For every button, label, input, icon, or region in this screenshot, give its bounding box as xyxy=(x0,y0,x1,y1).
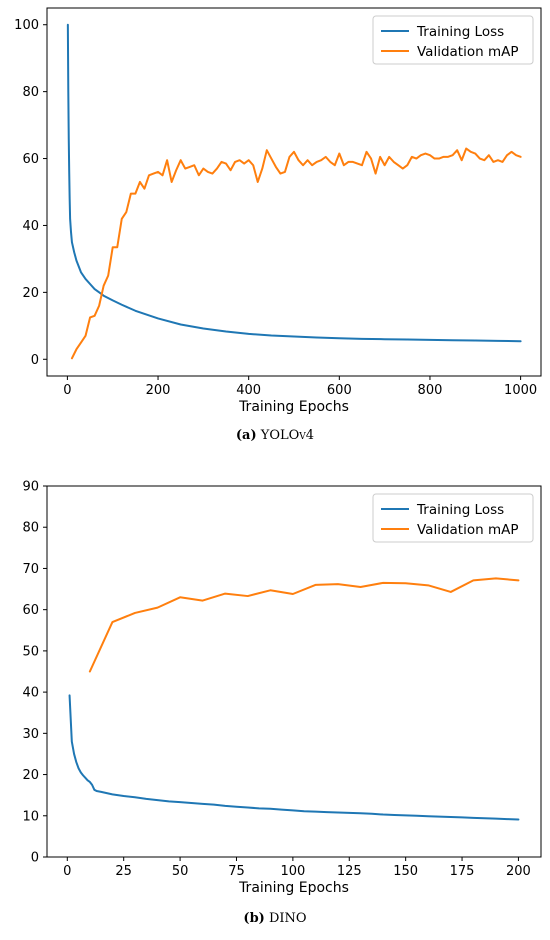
y-tick-label: 90 xyxy=(22,480,39,495)
legend: Training Loss Validation mAP xyxy=(372,493,534,543)
series-line-validation-map xyxy=(88,577,520,673)
x-tick-label: 175 xyxy=(450,864,475,879)
x-tick-label: 25 xyxy=(115,864,132,879)
plot-frame xyxy=(46,485,542,858)
y-tick-label: 80 xyxy=(22,85,39,100)
caption-name-a: YOLOv4 xyxy=(260,428,315,443)
caption-name-b: DINO xyxy=(268,911,307,926)
y-tick-label: 10 xyxy=(22,809,39,824)
x-axis-label: Training Epochs xyxy=(238,880,349,896)
y-tick-label: 30 xyxy=(22,727,39,742)
caption-letter-b: (b) xyxy=(243,911,265,926)
y-tick-label: 80 xyxy=(22,521,39,536)
x-tick-label: 200 xyxy=(146,383,171,398)
caption-yolov4: (a) YOLOv4 xyxy=(0,428,550,443)
series-line-validation-map xyxy=(70,147,522,360)
series-line-training-loss xyxy=(66,23,522,343)
legend-box xyxy=(372,15,534,65)
y-tick-label: 20 xyxy=(22,286,39,301)
x-tick-label: 200 xyxy=(506,864,531,879)
plot-frame xyxy=(46,7,542,377)
x-tick-label: 125 xyxy=(337,864,362,879)
y-tick-label: 20 xyxy=(22,768,39,783)
x-tick-label: 100 xyxy=(280,864,305,879)
caption-letter-a: (a) xyxy=(235,428,257,443)
legend-label: Validation mAP xyxy=(417,522,518,538)
legend-label: Training Loss xyxy=(416,24,504,40)
y-tick-label: 60 xyxy=(22,152,39,167)
legend-label: Validation mAP xyxy=(417,44,518,60)
legend: Training Loss Validation mAP xyxy=(372,15,534,65)
series-line-training-loss xyxy=(68,694,520,821)
x-tick-label: 0 xyxy=(63,383,71,398)
x-tick-label: 400 xyxy=(236,383,261,398)
y-tick-label: 100 xyxy=(14,18,39,33)
chart-yolov4: 0 200 400 600 800 1000 0 20 40 60 80 100 Training Ep… xyxy=(14,7,542,415)
y-tick-label: 60 xyxy=(22,603,39,618)
legend-label: Training Loss xyxy=(416,502,504,518)
y-tick-label: 40 xyxy=(22,219,39,234)
x-tick-label: 1000 xyxy=(504,383,537,398)
x-tick-label: 800 xyxy=(418,383,443,398)
y-tick-label: 40 xyxy=(22,686,39,701)
y-tick-label: 0 xyxy=(31,851,39,866)
x-tick-label: 150 xyxy=(393,864,418,879)
x-tick-label: 600 xyxy=(327,383,352,398)
legend-box xyxy=(372,493,534,543)
y-tick-label: 0 xyxy=(31,353,39,368)
x-axis-label: Training Epochs xyxy=(238,399,349,415)
y-tick-label: 70 xyxy=(22,562,39,577)
caption-dino: (b) DINO xyxy=(0,911,550,926)
x-tick-label: 50 xyxy=(172,864,189,879)
x-tick-label: 0 xyxy=(63,864,71,879)
chart-dino: 0 25 50 75 100 125 150 175 200 0 10 20 30 40 50 60 70 80 9… xyxy=(22,480,542,896)
y-tick-label: 50 xyxy=(22,644,39,659)
x-tick-label: 75 xyxy=(228,864,245,879)
